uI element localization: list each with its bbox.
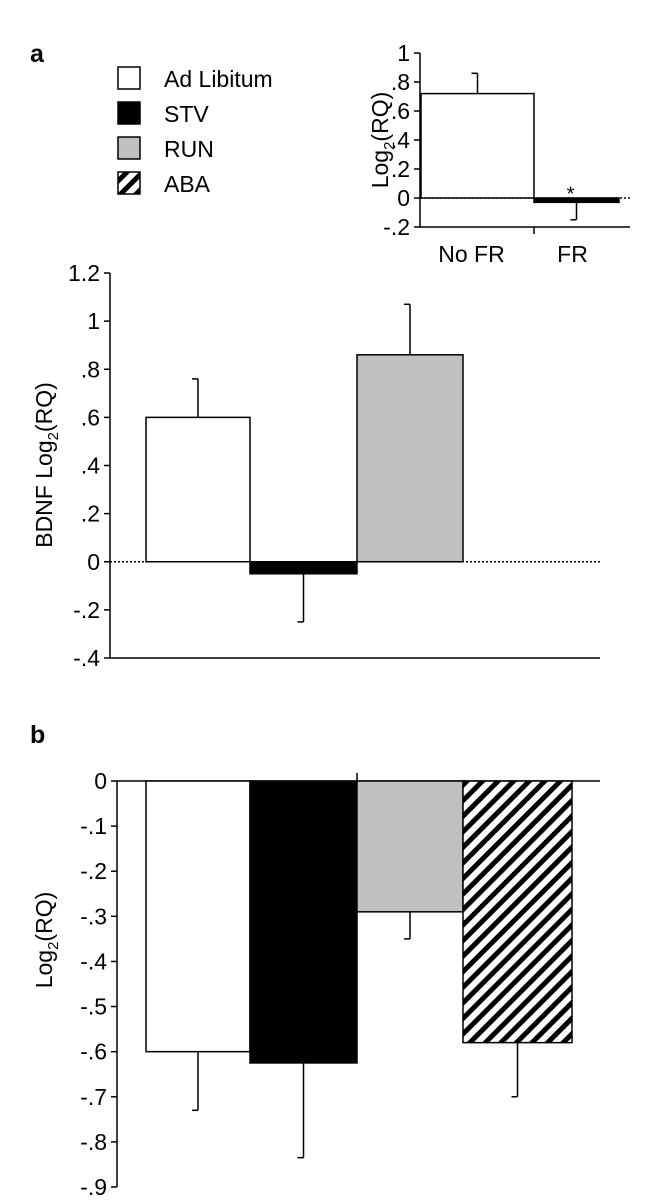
bdnf-chart: 1.2 1 .8 .6 .4 .2 0 -.2 -.4 BDNF Log2(RQ) [31,260,600,671]
bdnf-tick-label: 1 [87,308,100,334]
b-y-axis-label: Log2(RQ) [31,892,62,989]
inset-y-axis-label: Log2(RQ) [367,92,398,189]
b-tick-label: -.7 [80,1084,107,1110]
bdnf-tick-label: -.2 [73,597,100,623]
bdnf-tick-label: .2 [81,501,100,527]
bdnf-tick-label: 1.2 [68,260,100,286]
legend-swatch [117,171,141,195]
bdnf-y-axis-label: BDNF Log2(RQ) [31,382,62,548]
b-bar [249,780,358,1064]
b-tick-label: -.9 [80,1174,107,1200]
legend-swatch [117,136,141,160]
b-tick-label: -.6 [80,1039,107,1065]
legend-swatch [117,101,141,125]
legend-swatch [117,66,141,90]
b-tick-label: -.8 [80,1129,107,1155]
inset-tick-label: .4 [391,127,410,153]
bdnf-tick-label: -.4 [73,645,100,671]
inset-tick-label: .2 [391,156,410,182]
inset-tick-label: 1 [397,40,410,66]
b-tick-label: -.3 [80,903,107,929]
legend-label: RUN [164,136,214,162]
bdnf-bar [145,416,251,563]
inset-tick-label: .8 [391,69,410,95]
bdnf-tick-label: .8 [81,356,100,382]
b-bar [462,780,573,1044]
legend-label: ABA [164,171,211,197]
inset-category-label: FR [557,241,588,267]
inset-tick-label: .6 [391,98,410,124]
panel-b-label: b [30,721,45,749]
legend-label: STV [164,101,209,127]
inset-significance-marker: * [567,183,575,205]
b-bar [145,780,251,1053]
b-tick-label: 0 [94,768,107,794]
bdnf-bar [249,561,358,575]
bdnf-bar [356,354,464,563]
bdnf-tick-label: 0 [87,549,100,575]
inset-category-label: No FR [438,241,504,267]
inset-tick-label: -.2 [383,214,410,240]
inset-bar [533,197,620,204]
b-tick-label: -.4 [80,948,107,974]
b-tick-label: -.5 [80,994,107,1020]
bdnf-tick-label: .6 [81,404,100,430]
bdnf-tick-label: .4 [81,453,100,479]
inset-bar [420,92,535,199]
legend-label: Ad Libitum [164,66,273,92]
legend: Ad Libitum STV RUN ABA [117,66,273,197]
inset-chart: 1 .8 .6 .4 .2 0 -.2 No FR FR * Log2(RQ) [367,40,630,267]
b-bar [356,780,464,913]
b-tick-label: -.2 [80,858,107,884]
b-tick-label: -.1 [80,813,107,839]
inset-tick-label: 0 [397,185,410,211]
panel-a-label: a [30,40,45,68]
panel-b-chart: 0 -.1 -.2 -.3 -.4 -.5 -.6 -.7 -.8 -.9 Log2(RQ) [31,768,600,1200]
